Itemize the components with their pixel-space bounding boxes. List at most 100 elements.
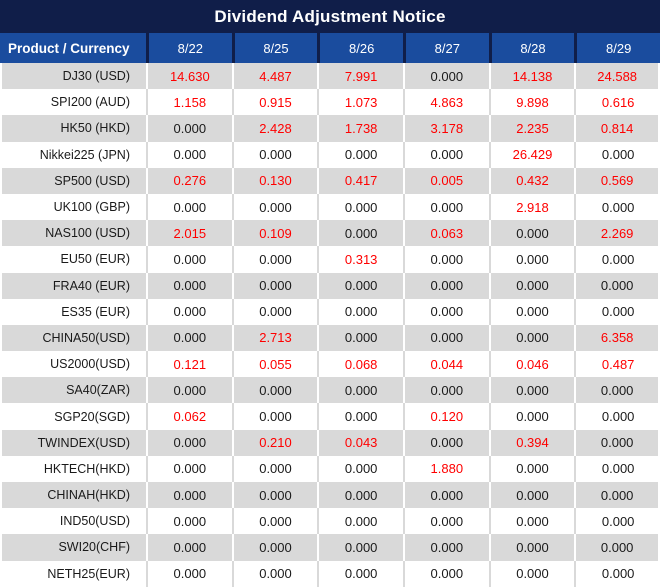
product-cell: FRA40 (EUR) [0,272,146,299]
value-cell: 0.000 [402,482,489,509]
value-cell: 0.000 [574,482,660,509]
product-cell: SA40(ZAR) [0,377,146,404]
value-cell: 3.178 [402,115,489,142]
value-cell: 2.713 [231,324,318,352]
value-cell: 0.000 [146,246,232,273]
value-cell: 0.000 [488,272,575,299]
value-cell: 0.432 [488,167,575,194]
value-cell: 0.000 [402,508,489,535]
value-cell: 0.000 [574,298,660,325]
value-cell: 0.313 [317,246,403,273]
product-cell: SP500 (USD) [0,167,146,194]
value-cell: 4.487 [231,63,318,90]
table-row: TWINDEX(USD) 0.000 0.210 0.043 0.000 0.394 0.0… [0,429,660,456]
value-cell: 0.000 [317,141,403,168]
value-cell: 0.000 [231,272,318,299]
value-cell: 0.000 [231,403,318,430]
table-row: CHINAH(HKD) 0.000 0.000 0.000 0.000 0.000 0.00… [0,482,660,509]
value-cell: 0.000 [574,377,660,404]
value-cell: 6.358 [574,324,660,352]
product-cell: NETH25(EUR) [47,566,130,581]
table-row: HKTECH(HKD) 0.000 0.000 0.000 1.880 0.000 0.00… [0,455,660,482]
value-cell: 0.000 [488,403,575,430]
value-cell: 0.000 [402,377,489,404]
product-cell: CHINAH(HKD) [0,482,146,509]
product-cell: US2000(USD) [50,357,130,372]
value-cell: 0.000 [488,534,575,561]
value-cell: 0.062 [146,403,232,430]
value-cell: 0.000 [317,403,403,430]
table-row: SWI20(CHF) 0.000 0.000 0.000 0.000 0.000 0.000 [0,534,660,561]
value-cell: 0.000 [574,560,660,587]
value-cell: 0.000 [574,429,660,456]
table-body: DJ30 (USD) 14.630 4.487 7.991 0.000 14.138 24.… [0,63,660,587]
table-row: Nikkei225 (JPN) 0.000 0.000 0.000 0.000 26.42… [0,141,660,168]
value-cell: 0.000 [488,298,575,325]
value-cell: 0.043 [317,429,403,456]
value-cell: 0.000 [402,534,489,561]
product-cell: UK100 (GBP) [53,200,130,215]
value-cell: 0.000 [146,455,232,482]
value-cell: 0.915 [231,89,318,116]
date-header-8-26: 8/26 [317,33,403,63]
value-cell: 0.000 [574,508,660,535]
table-row: SPI200 (AUD) 1.158 0.915 1.073 4.863 9.898 0.6… [0,89,660,116]
value-cell: 0.000 [317,560,403,587]
value-cell: 0.000 [488,482,575,509]
value-cell: 0.046 [488,351,575,378]
value-cell: 0.109 [231,220,318,247]
value-cell: 0.000 [146,429,232,456]
value-cell: 0.000 [488,455,575,482]
value-cell: 0.417 [317,167,403,194]
value-cell: 0.000 [146,482,232,509]
value-cell: 0.000 [574,272,660,299]
value-cell: 0.000 [317,455,403,482]
value-cell: 0.000 [231,560,318,587]
value-cell: 0.000 [317,324,403,352]
value-cell: 0.000 [146,508,232,535]
product-cell: SWI20(CHF) [0,534,146,561]
table-row: SP500 (USD) 0.276 0.130 0.417 0.005 0.432 0.56… [0,167,660,194]
value-cell: 0.044 [402,351,489,378]
product-cell: EU50 (EUR) [60,252,130,267]
value-cell: 0.000 [231,508,318,535]
value-cell: 14.630 [146,63,232,90]
value-cell: 0.000 [402,298,489,325]
value-cell: 0.000 [146,193,232,221]
table-row: CHINA50(USD) 0.000 2.713 0.000 0.000 0.000 6.3… [0,324,660,352]
value-cell: 0.000 [574,246,660,273]
table-row: US2000(USD) 0.121 0.055 0.068 0.044 0.046 0.48… [0,351,660,378]
value-cell: 0.000 [231,298,318,325]
value-cell: 0.394 [488,429,575,456]
value-cell: 0.000 [231,534,318,561]
value-cell: 0.000 [146,141,232,168]
product-cell: IND50(USD) [59,514,130,529]
page-title: Dividend Adjustment Notice [214,6,446,26]
value-cell: 0.210 [231,429,318,456]
value-cell: 2.269 [574,220,660,247]
value-cell: 0.000 [402,141,489,168]
table-row: ES35 (EUR) 0.000 0.000 0.000 0.000 0.000 0.000 [0,298,660,325]
value-cell: 0.000 [402,193,489,221]
value-cell: 0.000 [317,272,403,299]
table-row: IND50(USD) 0.000 0.000 0.000 0.000 0.000 0.000 [0,508,660,535]
product-cell: HKTECH(HKD) [43,461,130,476]
value-cell: 0.000 [231,482,318,509]
value-cell: 0.487 [574,351,660,378]
value-cell: 14.138 [488,63,575,90]
table-row: FRA40 (EUR) 0.000 0.000 0.000 0.000 0.000 0.00… [0,272,660,299]
date-header-8-29: 8/29 [574,33,660,63]
value-cell: 0.000 [402,324,489,352]
value-cell: 1.158 [146,89,232,116]
table-row: NETH25(EUR) 0.000 0.000 0.000 0.000 0.000 0.00… [0,560,660,587]
value-cell: 0.000 [146,298,232,325]
table-row: EU50 (EUR) 0.000 0.000 0.313 0.000 0.000 0.000 [0,246,660,273]
value-cell: 0.000 [146,560,232,587]
product-cell: SGP20(SGD) [54,409,130,424]
value-cell: 0.055 [231,351,318,378]
value-cell: 1.738 [317,115,403,142]
product-cell: DJ30 (USD) [0,63,146,90]
value-cell: 0.000 [402,272,489,299]
value-cell: 0.005 [402,167,489,194]
value-cell: 0.000 [488,508,575,535]
